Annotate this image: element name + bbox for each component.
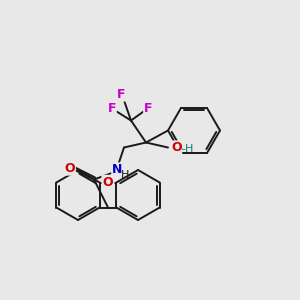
Text: F: F <box>117 88 125 101</box>
Text: H: H <box>121 170 129 181</box>
Text: O: O <box>171 141 181 154</box>
Text: O: O <box>65 162 75 175</box>
Text: -H: -H <box>181 145 194 154</box>
Text: O: O <box>103 176 113 189</box>
Text: F: F <box>108 102 116 115</box>
Text: N: N <box>112 163 122 176</box>
Text: F: F <box>144 102 152 115</box>
